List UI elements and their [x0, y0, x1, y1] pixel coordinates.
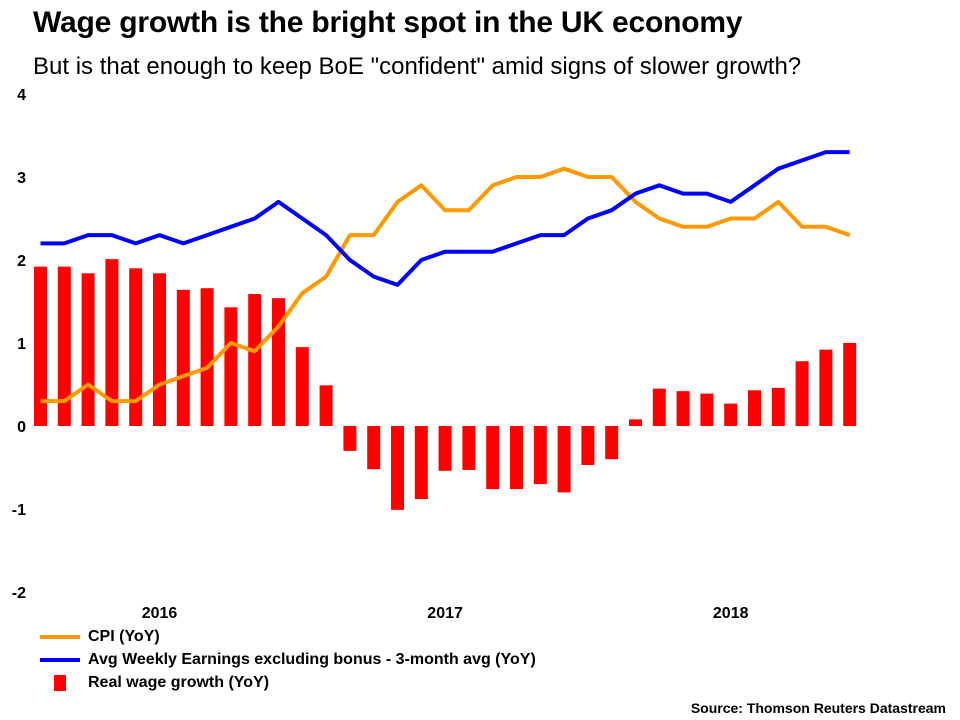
real-wage-bar: [81, 273, 95, 426]
real-wage-bar: [819, 349, 833, 426]
real-wage-bar: [295, 347, 309, 426]
real-wage-bar: [676, 391, 690, 426]
chart-title: Wage growth is the bright spot in the UK…: [33, 6, 743, 39]
x-tick-label: 2018: [713, 605, 749, 622]
x-tick-label: 2017: [427, 605, 463, 622]
real-wage-bar: [605, 426, 619, 460]
x-tick-label: 2016: [142, 605, 178, 622]
y-axis: 4 3 2 1 0 -1 -2: [12, 87, 26, 602]
chart-subtitle: But is that enough to keep BoE "confiden…: [33, 53, 802, 80]
real-wage-bar: [414, 426, 428, 500]
real-wage-bar: [367, 426, 381, 470]
x-axis: 2016 2017 2018: [142, 605, 749, 622]
real-wage-bar: [581, 426, 595, 466]
y-tick-label: -1: [12, 502, 26, 519]
real-wage-bar: [795, 361, 809, 426]
y-tick-label: 0: [17, 419, 26, 436]
source-note: Source: Thomson Reuters Datastream: [690, 700, 946, 716]
real-wage-bar: [629, 419, 642, 426]
legend: CPI (YoY) Avg Weekly Earnings excluding …: [40, 625, 536, 694]
real-wage-bar: [486, 426, 500, 490]
legend-label-real-wage: Real wage growth (YoY): [88, 673, 270, 691]
real-wage-bar: [843, 343, 857, 426]
real-wage-bar: [57, 266, 71, 426]
real-wage-bar: [129, 268, 143, 426]
real-wage-bar: [319, 385, 333, 426]
y-tick-label: 4: [17, 87, 26, 104]
real-wage-bar: [34, 266, 47, 426]
legend-swatch-earnings: [40, 657, 80, 662]
series-lines: [40, 150, 851, 404]
real-wage-bar: [700, 393, 714, 426]
legend-item-real-wage: Real wage growth (YoY): [40, 671, 536, 694]
real-wage-bar: [176, 289, 190, 426]
y-tick-label: -2: [12, 585, 26, 602]
real-wage-bar: [105, 259, 119, 426]
real-wage-bar: [248, 294, 262, 426]
y-tick-label: 1: [17, 336, 26, 353]
real-wage-bar: [771, 387, 785, 426]
y-tick-label: 2: [17, 253, 26, 270]
real-wage-bar: [724, 403, 738, 426]
real-wage-bar: [462, 426, 476, 470]
y-tick-label: 3: [17, 170, 26, 187]
real-wage-bar: [652, 388, 666, 426]
real-wage-bar: [748, 390, 761, 426]
real-wage-bar: [224, 307, 238, 426]
real-wage-bar: [153, 273, 166, 426]
real-wage-bar: [557, 426, 571, 493]
real-wage-bars: [34, 259, 857, 510]
real-wage-bar: [391, 426, 404, 510]
real-wage-bar: [510, 426, 523, 490]
real-wage-bar: [533, 426, 547, 485]
legend-swatch-cpi: [40, 634, 80, 639]
real-wage-bar: [200, 288, 214, 426]
earnings-line: [40, 150, 850, 287]
real-wage-bar: [343, 426, 357, 451]
real-wage-bar: [438, 426, 452, 471]
legend-label-cpi: CPI (YoY): [88, 627, 160, 645]
legend-swatch-real-wage: [54, 674, 66, 691]
legend-item-cpi: CPI (YoY): [40, 625, 536, 648]
legend-label-earnings: Avg Weekly Earnings excluding bonus - 3-…: [88, 650, 536, 668]
cpi-line: [40, 166, 851, 404]
legend-item-earnings: Avg Weekly Earnings excluding bonus - 3-…: [40, 648, 536, 671]
